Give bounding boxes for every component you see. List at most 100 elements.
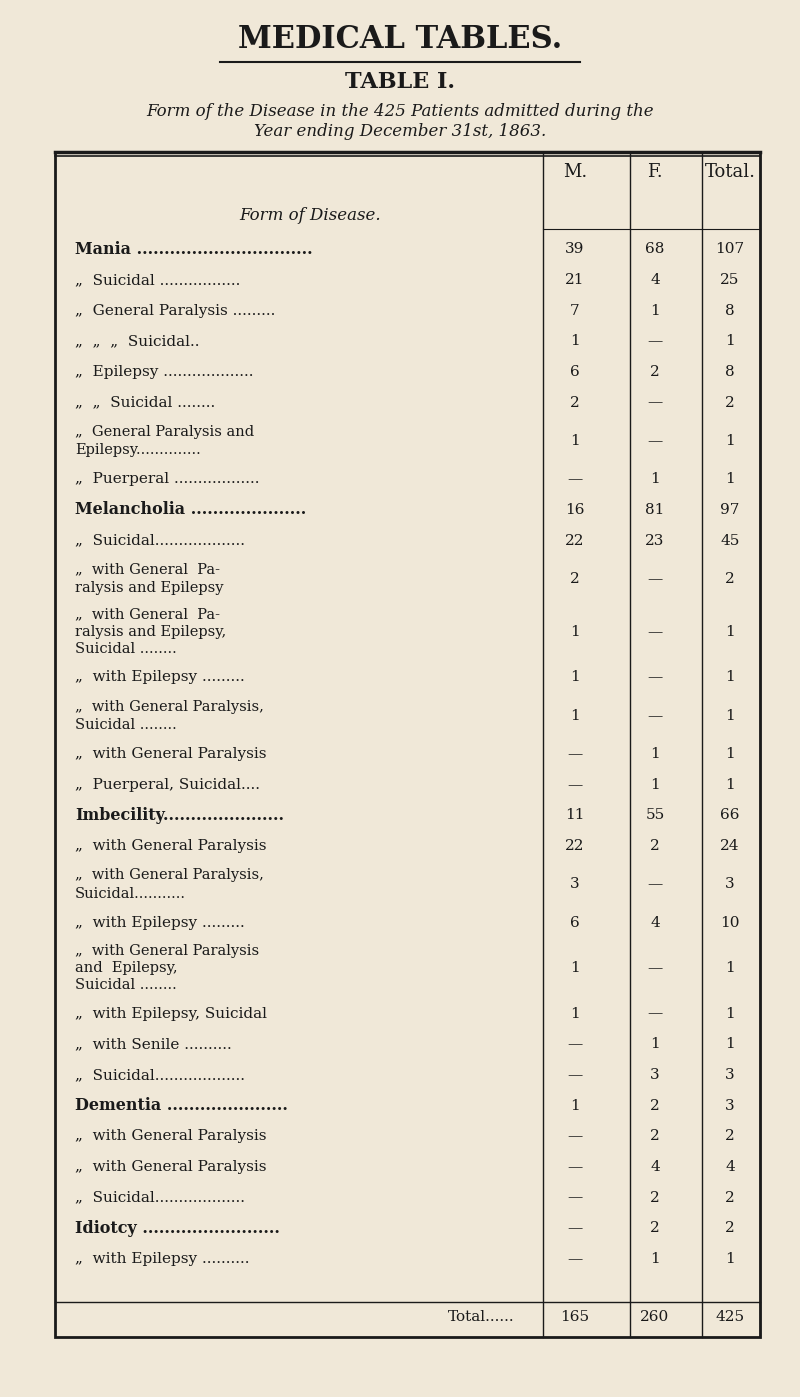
Text: and  Epilepsy,: and Epilepsy, [75, 961, 178, 975]
Text: Idiotcy .........................: Idiotcy ......................... [75, 1220, 280, 1236]
Text: —: — [567, 1129, 582, 1143]
Text: 4: 4 [650, 272, 660, 286]
Text: Total......: Total...... [448, 1310, 515, 1324]
Text: 66: 66 [720, 809, 740, 823]
Text: —: — [567, 1067, 582, 1081]
Text: „  with Epilepsy .........: „ with Epilepsy ......... [75, 671, 245, 685]
Text: —: — [567, 1221, 582, 1235]
Text: 1: 1 [570, 334, 580, 348]
Text: Year ending December 31st, 1863.: Year ending December 31st, 1863. [254, 123, 546, 141]
Text: 24: 24 [720, 840, 740, 854]
Text: „  „  „  Suicidal..: „ „ „ Suicidal.. [75, 334, 199, 348]
Text: 1: 1 [650, 303, 660, 317]
Text: —: — [567, 747, 582, 761]
Text: —: — [647, 708, 662, 722]
Text: 25: 25 [720, 272, 740, 286]
Text: 2: 2 [650, 1129, 660, 1143]
Text: —: — [567, 472, 582, 486]
Text: 4: 4 [650, 1160, 660, 1173]
Text: 1: 1 [725, 708, 735, 722]
Text: „  with General Paralysis: „ with General Paralysis [75, 944, 259, 958]
Text: „  with General Paralysis: „ with General Paralysis [75, 1160, 266, 1173]
Text: 45: 45 [720, 534, 740, 548]
Text: „  with Senile ..........: „ with Senile .......... [75, 1037, 232, 1051]
Text: 1: 1 [650, 747, 660, 761]
Text: 2: 2 [650, 1098, 660, 1112]
Text: M.: M. [563, 163, 587, 182]
Text: 1: 1 [650, 778, 660, 792]
Text: 2: 2 [650, 1190, 660, 1204]
Text: „  „  Suicidal ........: „ „ Suicidal ........ [75, 395, 215, 409]
Text: „  with General Paralysis: „ with General Paralysis [75, 1129, 266, 1143]
Text: „  with General  Pa-: „ with General Pa- [75, 608, 220, 622]
Text: 3: 3 [725, 1067, 735, 1081]
Text: 1: 1 [725, 1252, 735, 1266]
Text: „  with General  Pa-: „ with General Pa- [75, 563, 220, 577]
Text: 2: 2 [570, 395, 580, 409]
Text: 1: 1 [725, 747, 735, 761]
Text: 2: 2 [725, 1221, 735, 1235]
Text: 1: 1 [725, 1007, 735, 1021]
Text: —: — [647, 434, 662, 448]
Text: 97: 97 [720, 503, 740, 517]
Text: —: — [647, 624, 662, 638]
Text: 1: 1 [725, 961, 735, 975]
Text: 260: 260 [640, 1310, 670, 1324]
Text: MEDICAL TABLES.: MEDICAL TABLES. [238, 25, 562, 56]
Text: „  General Paralysis and: „ General Paralysis and [75, 425, 254, 439]
Text: 3: 3 [650, 1067, 660, 1081]
Text: 1: 1 [725, 472, 735, 486]
Text: ralysis and Epilepsy,: ralysis and Epilepsy, [75, 624, 226, 638]
Text: „  with General Paralysis: „ with General Paralysis [75, 840, 266, 854]
Text: —: — [567, 1190, 582, 1204]
Text: 2: 2 [650, 1221, 660, 1235]
Text: 21: 21 [566, 272, 585, 286]
Text: 1: 1 [725, 624, 735, 638]
Text: Suicidal ........: Suicidal ........ [75, 978, 177, 992]
Text: Melancholia .....................: Melancholia ..................... [75, 502, 306, 518]
Text: 39: 39 [566, 242, 585, 256]
Text: 1: 1 [650, 472, 660, 486]
Text: 1: 1 [725, 778, 735, 792]
Text: Mania ................................: Mania ................................ [75, 240, 313, 258]
Text: 81: 81 [646, 503, 665, 517]
Text: 10: 10 [720, 915, 740, 929]
Text: 107: 107 [715, 242, 745, 256]
Text: 7: 7 [570, 303, 580, 317]
Text: 8: 8 [725, 365, 735, 379]
Text: 1: 1 [570, 624, 580, 638]
Text: 1: 1 [725, 434, 735, 448]
Text: 1: 1 [725, 671, 735, 685]
Text: —: — [647, 571, 662, 585]
Text: „  with Epilepsy, Suicidal: „ with Epilepsy, Suicidal [75, 1007, 267, 1021]
Text: 1: 1 [570, 434, 580, 448]
Text: 68: 68 [646, 242, 665, 256]
Text: —: — [647, 1007, 662, 1021]
Text: —: — [647, 671, 662, 685]
Text: Suicidal ........: Suicidal ........ [75, 718, 177, 732]
Text: 4: 4 [725, 1160, 735, 1173]
Text: „  Suicidal...................: „ Suicidal................... [75, 1067, 245, 1081]
Text: „  Suicidal...................: „ Suicidal................... [75, 1190, 245, 1204]
Text: Form of Disease.: Form of Disease. [239, 207, 381, 224]
Text: Suicidal...........: Suicidal........... [75, 887, 186, 901]
Text: Suicidal ........: Suicidal ........ [75, 643, 177, 657]
Text: 1: 1 [570, 1007, 580, 1021]
Text: 1: 1 [570, 961, 580, 975]
Text: 1: 1 [725, 1037, 735, 1051]
Text: 6: 6 [570, 915, 580, 929]
Text: 16: 16 [566, 503, 585, 517]
Text: „  Puerperal, Suicidal....: „ Puerperal, Suicidal.... [75, 778, 260, 792]
Text: 22: 22 [566, 840, 585, 854]
Text: 6: 6 [570, 365, 580, 379]
Text: F.: F. [647, 163, 663, 182]
Text: 2: 2 [650, 365, 660, 379]
Text: „  Suicidal...................: „ Suicidal................... [75, 534, 245, 548]
Text: 23: 23 [646, 534, 665, 548]
Text: Epilepsy..............: Epilepsy.............. [75, 443, 201, 457]
Text: 11: 11 [566, 809, 585, 823]
Text: „  Epilepsy ...................: „ Epilepsy ................... [75, 365, 254, 379]
Text: Imbecility......................: Imbecility...................... [75, 807, 284, 824]
Text: 425: 425 [715, 1310, 745, 1324]
Text: 1: 1 [570, 1098, 580, 1112]
